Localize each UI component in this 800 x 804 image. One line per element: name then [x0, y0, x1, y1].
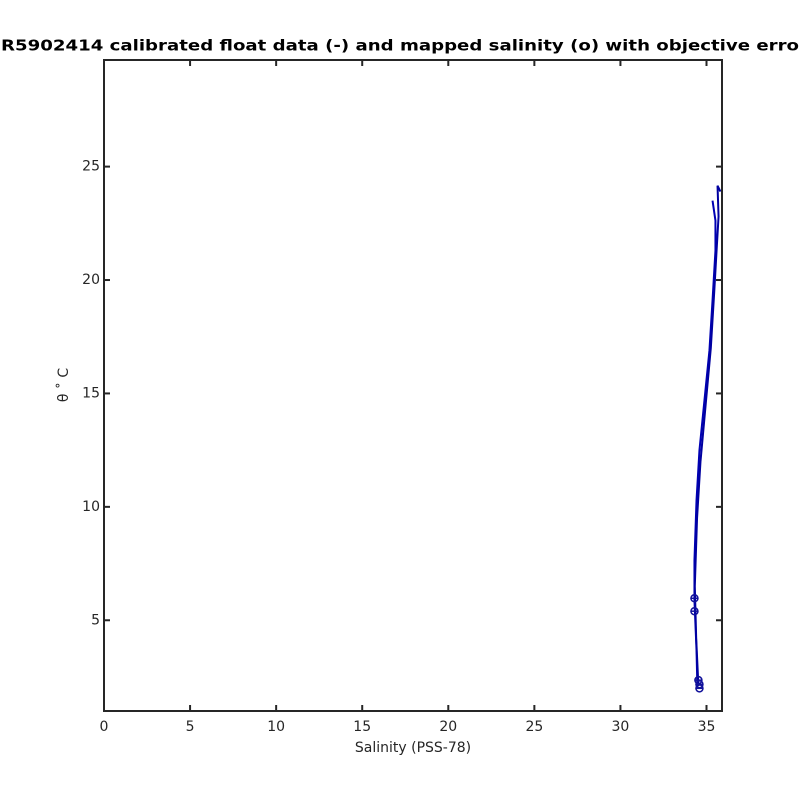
plot-area — [690, 185, 722, 693]
x-tick-label: 0 — [100, 719, 109, 735]
x-tick-label: 20 — [439, 719, 457, 735]
y-tick-label: 10 — [82, 499, 100, 515]
x-tick-label: 5 — [186, 719, 195, 735]
x-tick-label: 35 — [698, 719, 716, 735]
x-axis-label: Salinity (PSS-78) — [355, 740, 471, 756]
x-tick-label: 25 — [525, 719, 543, 735]
y-tick-label: 5 — [91, 612, 100, 628]
y-axis-label: θ ˚ C — [55, 368, 72, 402]
profile-line — [693, 200, 717, 688]
x-tick-label: 15 — [353, 719, 371, 735]
x-tick-label: 10 — [267, 719, 285, 735]
y-tick-label: 15 — [82, 385, 100, 401]
y-tick-label: 25 — [82, 159, 100, 175]
chart-title: R5902414 calibrated float data (-) and m… — [1, 37, 799, 55]
x-tick-label: 30 — [612, 719, 630, 735]
y-tick-label: 20 — [82, 272, 100, 288]
axes-box — [103, 59, 723, 712]
